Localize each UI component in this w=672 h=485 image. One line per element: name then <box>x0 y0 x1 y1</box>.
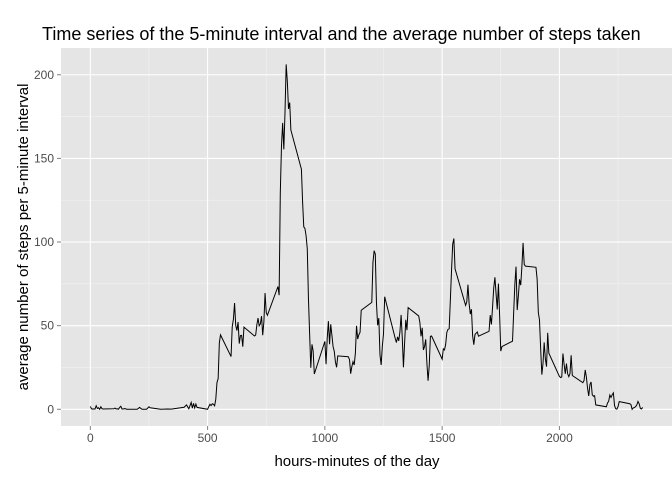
y-tick-label: 200 <box>34 68 54 82</box>
y-tick-label: 50 <box>41 319 55 333</box>
chart-title: Time series of the 5-minute interval and… <box>42 24 641 44</box>
x-axis-title: hours-minutes of the day <box>274 453 440 470</box>
series-line <box>89 64 644 411</box>
y-axis: 0 50 100 150 200 <box>34 68 61 416</box>
x-tick-label: 1000 <box>312 431 339 445</box>
x-tick-label: 2000 <box>546 431 573 445</box>
x-axis: 0 500 1000 1500 2000 <box>87 426 573 445</box>
y-tick-label: 150 <box>34 151 54 165</box>
y-tick-label: 0 <box>47 402 54 416</box>
plot-panel <box>61 48 672 426</box>
x-tick-label: 500 <box>198 431 218 445</box>
y-axis-title: average number of steps per 5-minute int… <box>15 84 32 391</box>
major-gridlines <box>61 48 672 426</box>
y-tick-label: 100 <box>34 235 54 249</box>
x-tick-label: 0 <box>87 431 94 445</box>
minor-gridlines <box>61 48 672 426</box>
x-tick-label: 1500 <box>429 431 456 445</box>
